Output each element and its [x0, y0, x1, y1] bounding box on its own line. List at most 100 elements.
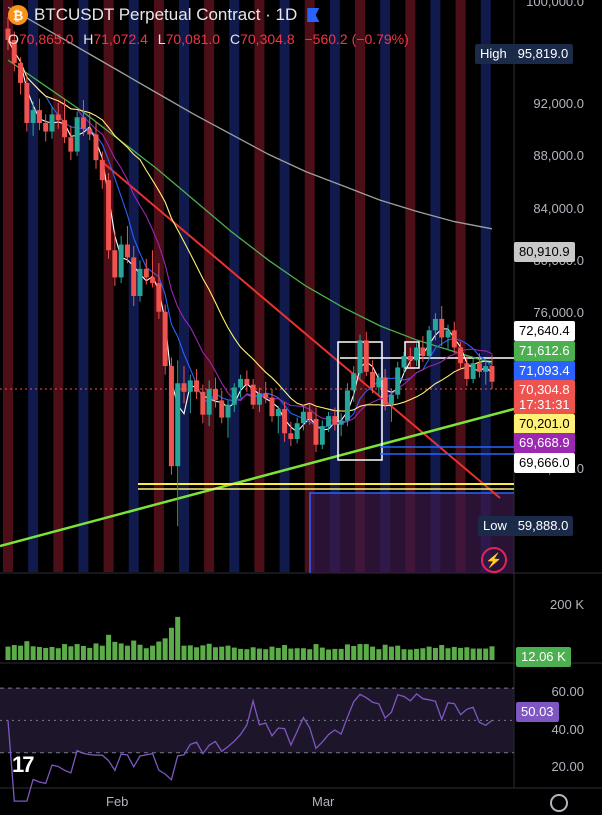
candle-body: [313, 418, 319, 445]
candle-body: [439, 318, 445, 338]
volume-bar: [489, 646, 495, 660]
candle-body: [137, 268, 143, 297]
candle-body: [175, 383, 181, 467]
volume-bar: [80, 646, 86, 660]
stripe: [229, 0, 240, 572]
rsi-line: [7, 693, 493, 802]
stripe: [304, 0, 315, 572]
moving-averages: [7, 6, 493, 433]
volume-bar: [263, 649, 269, 660]
volume-bar: [357, 644, 363, 660]
candle-body: [150, 277, 156, 284]
stripe: [254, 0, 265, 572]
volume-bar: [288, 648, 294, 660]
volume-bar: [432, 647, 438, 660]
volume-bar: [420, 648, 426, 660]
volume-bar: [162, 638, 168, 660]
candle-body: [187, 380, 193, 392]
volume-bar: [194, 647, 200, 660]
candle-body: [395, 367, 401, 395]
volume-bar: [464, 647, 470, 660]
volume-bar: [363, 644, 369, 660]
volume-bar: [112, 641, 118, 660]
candle-body: [181, 383, 187, 392]
high-value: 71,072.4: [93, 31, 148, 47]
candle-body: [426, 330, 432, 357]
volume-bar: [187, 645, 193, 660]
symbol-header[interactable]: ₿ BTCUSDT Perpetual Contract · 1D: [8, 5, 320, 25]
candle-body: [238, 378, 244, 388]
level-tag: 72,640.4: [514, 321, 575, 341]
volume-bar: [326, 649, 332, 660]
rsi-tick: 20.00: [551, 759, 584, 774]
candle-body: [382, 377, 388, 405]
close-value: 70,304.8: [240, 31, 295, 47]
candle-body: [112, 250, 118, 278]
candle-body: [263, 393, 269, 398]
candle-body: [269, 397, 275, 417]
volume-bar: [55, 648, 61, 660]
volume-bar: [74, 644, 80, 660]
volume-bar: [445, 648, 451, 660]
ma200-tag: 80,910.9: [514, 242, 575, 262]
volume-bar: [219, 646, 225, 660]
candle-body: [162, 311, 168, 367]
candle-body: [212, 388, 218, 401]
volume-bar: [344, 644, 350, 660]
candle-body: [5, 28, 11, 41]
rsi-tag: 50.03: [516, 702, 559, 722]
x-tick-mar: Mar: [312, 794, 335, 809]
lightning-icon[interactable]: ⚡: [481, 547, 507, 573]
volume-bar: [476, 648, 482, 660]
volume-bar: [99, 645, 105, 660]
candle-body: [43, 122, 49, 132]
candle-body: [300, 411, 306, 424]
stripe: [28, 0, 39, 572]
candle-body: [432, 318, 438, 331]
volume-bar: [282, 645, 288, 660]
candle-body: [407, 356, 413, 361]
candle-body: [99, 160, 105, 181]
volume-bar: [43, 647, 49, 660]
volume-bar: [200, 645, 206, 660]
candle-body: [319, 426, 325, 445]
candle-body: [156, 283, 162, 312]
volume-bar: [87, 647, 93, 660]
stripe: [480, 0, 491, 572]
candle-body: [307, 411, 313, 419]
volume-bar: [212, 647, 218, 660]
candle-body: [18, 62, 24, 83]
stripe: [355, 0, 365, 572]
candle-body: [93, 134, 99, 161]
candle-body: [363, 340, 369, 372]
volume-bar: [62, 644, 68, 660]
candle-body: [194, 380, 200, 392]
green-trendline: [0, 407, 515, 548]
x-tick-feb: Feb: [106, 794, 129, 809]
candle-body: [483, 366, 489, 372]
candle-body: [36, 110, 42, 123]
volume-bar: [244, 649, 250, 660]
open-value: 70,865.0: [18, 31, 74, 47]
stripe: [78, 0, 89, 572]
flag-icon[interactable]: [307, 8, 320, 22]
volume-bar: [376, 649, 382, 660]
volume-bar: [395, 645, 401, 660]
volume-bar: [168, 627, 174, 660]
candle-body: [388, 394, 394, 405]
stripe: [3, 0, 13, 572]
candle-body: [124, 244, 130, 258]
low-tag: Low 59,888.0: [478, 516, 574, 536]
volume-bar: [388, 646, 394, 660]
sma-line: [7, 39, 493, 425]
candle-body: [244, 378, 250, 385]
stripe: [430, 0, 441, 572]
volume-bar: [156, 641, 162, 660]
volume-tick: 200 K: [550, 597, 584, 612]
volume-tag: 12.06 K: [516, 647, 571, 667]
price-tick-top: 100,000.0: [526, 0, 584, 9]
tradingview-logo-icon[interactable]: 17: [12, 752, 35, 777]
settings-gear-icon[interactable]: [550, 794, 568, 812]
candle-body: [344, 390, 350, 421]
